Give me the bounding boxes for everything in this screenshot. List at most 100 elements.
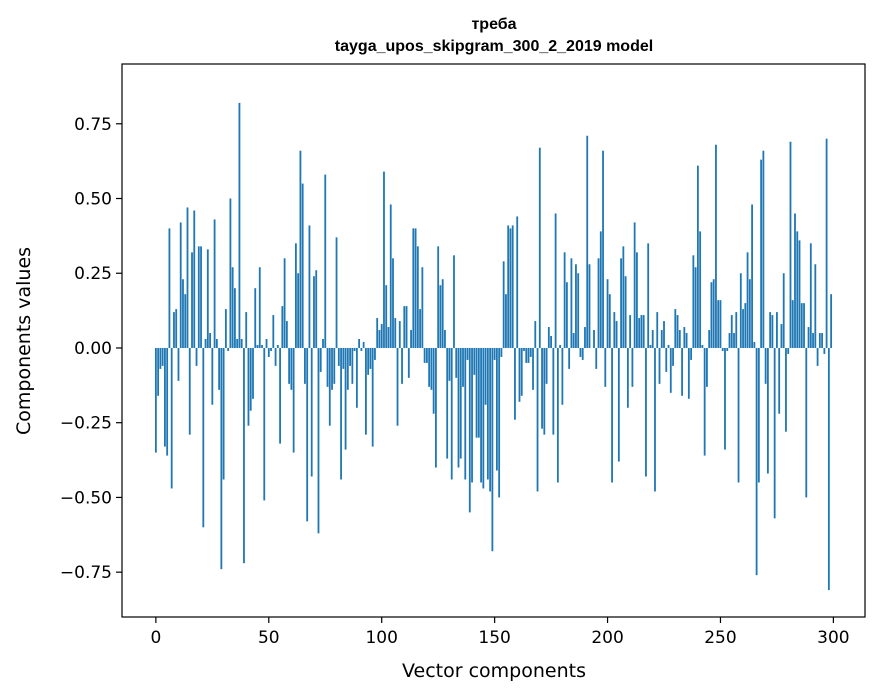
bar xyxy=(362,341,365,348)
bar xyxy=(197,246,200,348)
bar xyxy=(507,225,510,348)
bar xyxy=(796,231,799,348)
bar xyxy=(240,339,243,348)
bar xyxy=(355,347,358,408)
bar xyxy=(482,347,485,489)
bar xyxy=(694,267,697,348)
bar xyxy=(532,347,534,390)
bar xyxy=(514,347,516,420)
bar xyxy=(692,255,695,348)
bar xyxy=(778,347,781,414)
bar xyxy=(430,347,433,390)
x-tick-label: 0 xyxy=(150,628,161,648)
bar xyxy=(166,347,169,456)
bar xyxy=(516,216,519,348)
bar xyxy=(193,210,196,348)
bar xyxy=(809,243,812,348)
bar xyxy=(450,347,453,480)
bar xyxy=(202,347,205,528)
bar xyxy=(525,347,528,363)
bar xyxy=(667,344,670,348)
bar xyxy=(687,347,690,399)
bar xyxy=(274,347,277,366)
bar xyxy=(222,347,225,480)
bar xyxy=(421,267,424,348)
bar xyxy=(744,303,747,348)
bar xyxy=(236,339,239,348)
bar xyxy=(297,273,300,348)
bar xyxy=(229,198,232,348)
bar xyxy=(435,347,437,468)
bar xyxy=(798,240,801,348)
bar xyxy=(782,273,785,348)
bar xyxy=(656,312,659,348)
bar xyxy=(471,347,473,483)
x-axis-label: Vector components xyxy=(402,660,586,682)
bar xyxy=(489,347,492,492)
bar xyxy=(317,347,320,534)
bar xyxy=(254,288,257,348)
bar xyxy=(263,347,266,501)
bar xyxy=(498,347,501,498)
bar xyxy=(733,333,735,348)
bar xyxy=(473,347,476,375)
bar xyxy=(369,347,372,369)
bar xyxy=(791,300,794,348)
bar xyxy=(211,347,214,405)
bar xyxy=(234,288,236,348)
bar xyxy=(184,294,187,348)
bar xyxy=(776,312,778,348)
bar xyxy=(816,347,819,366)
bar xyxy=(238,102,241,348)
bar xyxy=(821,333,823,348)
bar xyxy=(588,264,591,348)
bar xyxy=(620,258,622,348)
bar xyxy=(337,347,340,366)
bar xyxy=(258,267,261,348)
bar xyxy=(419,309,422,348)
bar xyxy=(396,347,399,426)
bar xyxy=(575,264,577,348)
bar xyxy=(182,279,184,348)
bar xyxy=(267,347,270,357)
bar xyxy=(699,231,702,348)
bar xyxy=(206,249,209,348)
bar xyxy=(785,347,787,432)
bar xyxy=(453,255,455,348)
bar xyxy=(719,300,722,348)
bar xyxy=(814,264,817,348)
bar xyxy=(622,246,625,348)
bar xyxy=(378,330,381,348)
bar xyxy=(561,347,564,405)
bar xyxy=(173,312,175,348)
bar xyxy=(349,347,351,366)
bar xyxy=(737,347,740,483)
bar xyxy=(712,279,715,348)
bar xyxy=(518,347,521,402)
bar xyxy=(310,347,313,477)
bar xyxy=(315,270,318,348)
bar xyxy=(299,150,302,348)
bar xyxy=(328,347,331,426)
bar xyxy=(365,347,367,435)
bar xyxy=(624,276,627,348)
bar xyxy=(812,333,814,348)
x-tick-label: 200 xyxy=(591,628,623,648)
bar xyxy=(313,276,315,348)
y-tick-label: 0.50 xyxy=(74,190,112,210)
bar xyxy=(446,347,449,459)
bar xyxy=(371,347,374,447)
y-tick-label: 0.25 xyxy=(74,264,112,284)
bar xyxy=(753,341,756,348)
bar xyxy=(805,347,808,498)
bar xyxy=(195,347,198,366)
bar xyxy=(771,315,774,348)
bar xyxy=(520,347,523,396)
bar xyxy=(279,347,281,444)
bar xyxy=(710,282,713,348)
bar xyxy=(717,300,720,348)
bar xyxy=(547,327,550,348)
bar xyxy=(285,321,288,348)
bar xyxy=(565,282,568,348)
bar xyxy=(789,141,792,348)
